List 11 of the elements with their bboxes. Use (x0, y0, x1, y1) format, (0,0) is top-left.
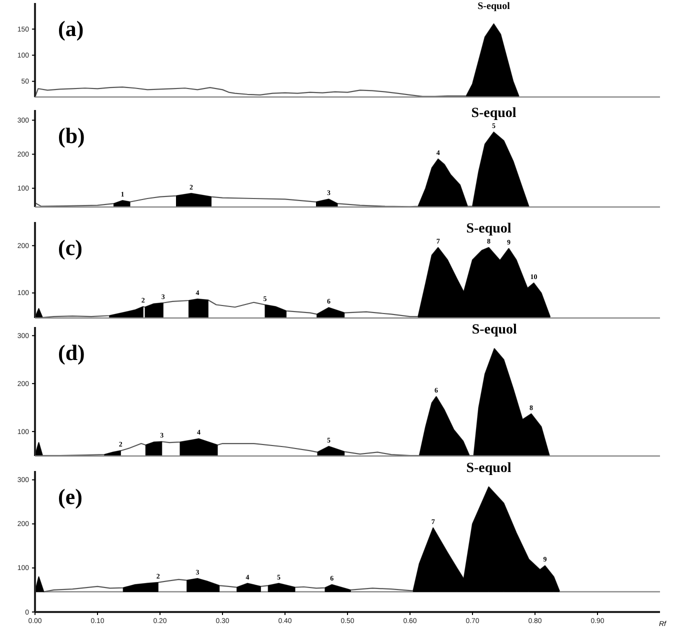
text: (a) (58, 16, 84, 41)
annotation: S-equol (478, 0, 510, 12)
annotation: S-equol (466, 222, 512, 237)
annotation: S-equol (472, 322, 518, 338)
annotation: S-equol (471, 106, 516, 122)
text: (d) (58, 340, 85, 365)
text: (e) (58, 484, 82, 509)
text: (b) (58, 123, 85, 148)
line-series (34, 486, 560, 592)
annotation: S-equol (466, 460, 512, 476)
text: (c) (58, 235, 82, 260)
